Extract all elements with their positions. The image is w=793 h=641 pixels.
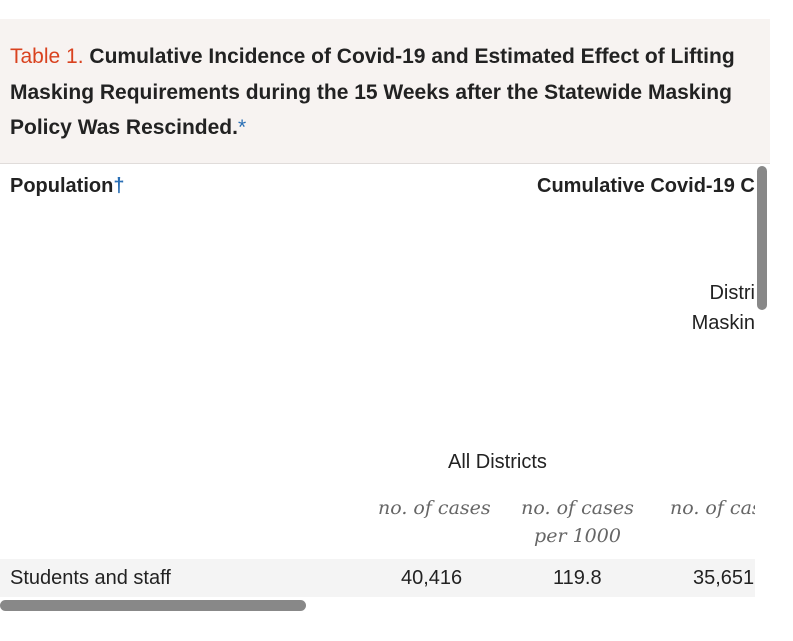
vertical-scrollbar-thumb[interactable] — [757, 166, 767, 310]
districts-header-line-1: Distri — [709, 282, 755, 304]
table-row: Students and staff 40,416 119.8 35,651 — [0, 559, 755, 597]
unit-cases-per-1000: no. of cases per 1000 — [521, 497, 634, 547]
caption-line-1: Table 1. Cumulative Incidence of Covid-1… — [10, 39, 760, 75]
table-label: Table 1. — [10, 45, 84, 68]
row-cases-partial: 35,651 — [693, 567, 755, 589]
unit-cases: no. of cases — [378, 497, 491, 519]
caption-line-2: Masking Requirements during the 15 Weeks… — [10, 80, 732, 104]
caption-title-3: Policy Was Rescinded. — [10, 116, 238, 139]
cumulative-header: Cumulative Covid-19 C — [537, 175, 755, 197]
population-footnote-link[interactable]: † — [113, 175, 125, 197]
population-header: Population† — [10, 175, 124, 198]
table-caption: Table 1. Cumulative Incidence of Covid-1… — [0, 19, 770, 164]
caption-line-3: Policy Was Rescinded.* — [10, 110, 760, 146]
caption-title-1: Cumulative Incidence of Covid-19 and Est… — [89, 45, 735, 68]
districts-header-line-2: Maskin — [691, 312, 755, 334]
row-population: Students and staff — [10, 567, 171, 589]
unit-cases-partial: no. of cas — [670, 497, 755, 519]
row-cases: 40,416 — [401, 567, 463, 589]
horizontal-scrollbar-thumb[interactable] — [0, 600, 306, 611]
population-header-label: Population — [10, 175, 114, 197]
footnote-link[interactable]: * — [237, 116, 247, 139]
row-per-1000: 119.8 — [553, 567, 602, 589]
districts-masking-header: Distri Maskin — [684, 278, 755, 338]
table-scroll-area[interactable]: Population† Cumulative Covid-19 C Distri… — [0, 165, 755, 598]
all-districts-header: All Districts — [448, 451, 547, 473]
